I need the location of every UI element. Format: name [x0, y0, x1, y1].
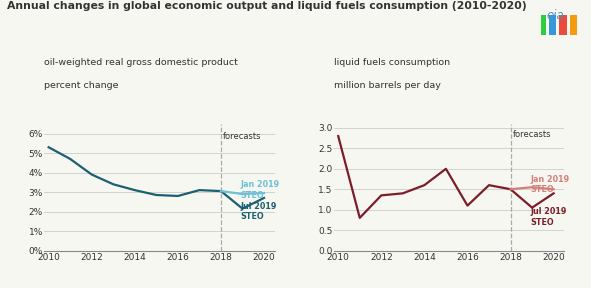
Text: oil-weighted real gross domestic product: oil-weighted real gross domestic product [44, 58, 238, 67]
Text: liquid fuels consumption: liquid fuels consumption [334, 58, 450, 67]
Text: forecasts: forecasts [513, 130, 551, 139]
Text: Annual changes in global economic output and liquid fuels consumption (2010-2020: Annual changes in global economic output… [7, 1, 527, 12]
Text: Jul 2019
STEO: Jul 2019 STEO [241, 202, 277, 221]
Text: eia: eia [547, 9, 564, 22]
Text: forecasts: forecasts [223, 132, 262, 141]
Text: Jan 2019
STEO: Jan 2019 STEO [530, 175, 569, 194]
Bar [549, 15, 556, 35]
Text: Jan 2019
STEO: Jan 2019 STEO [241, 180, 280, 200]
Bar [570, 15, 577, 35]
Text: Jul 2019
STEO: Jul 2019 STEO [530, 207, 566, 227]
Bar [538, 15, 546, 35]
Text: percent change: percent change [44, 81, 119, 90]
Text: million barrels per day: million barrels per day [334, 81, 441, 90]
Bar [559, 15, 567, 35]
